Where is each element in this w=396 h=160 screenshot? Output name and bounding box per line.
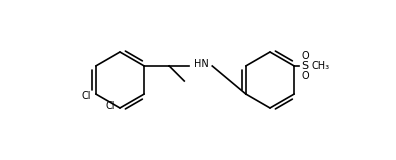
Text: Cl: Cl [105, 101, 115, 111]
Text: CH₃: CH₃ [311, 61, 329, 71]
Text: O: O [301, 71, 309, 81]
Text: S: S [301, 61, 308, 71]
Text: Cl: Cl [81, 91, 91, 101]
Text: O: O [301, 51, 309, 61]
Text: HN: HN [194, 59, 209, 69]
